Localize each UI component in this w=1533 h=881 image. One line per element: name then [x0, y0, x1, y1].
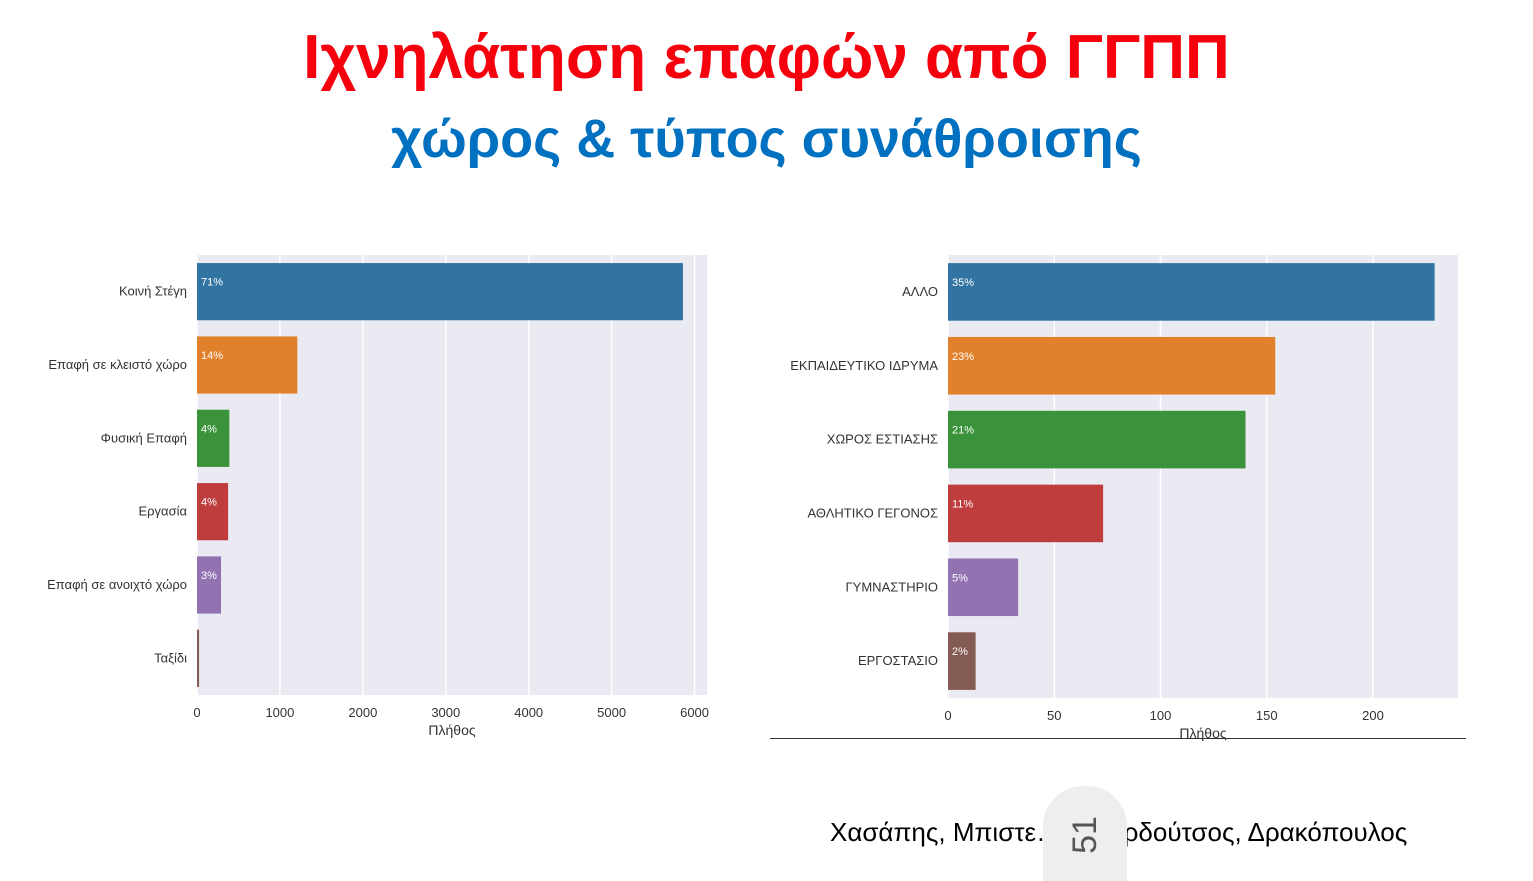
- x-tick-label: 2000: [348, 705, 377, 720]
- category-label: Εργασία: [138, 504, 187, 519]
- bar-2: [197, 336, 298, 394]
- percent-label: 5%: [952, 572, 968, 584]
- x-tick-label: 3000: [431, 705, 460, 720]
- bar-6: [948, 632, 976, 690]
- percent-label: 21%: [952, 425, 974, 437]
- bar-6: [197, 629, 200, 687]
- x-tick-label: 100: [1150, 708, 1172, 723]
- percent-label: 14%: [201, 350, 223, 362]
- category-label: Επαφή σε κλειστό χώρο: [48, 357, 187, 372]
- x-tick-label: 50: [1047, 708, 1061, 723]
- percent-label: 71%: [201, 277, 223, 289]
- x-axis-title: Πλήθος: [1179, 725, 1226, 741]
- category-label: ΑΛΛΟ: [902, 284, 938, 299]
- x-tick-label: 150: [1256, 708, 1278, 723]
- percent-label: 2%: [952, 646, 968, 658]
- bar-3: [948, 410, 1246, 469]
- plot-area: [948, 255, 1458, 698]
- gathering-type-bar-chart: ΑΛΛΟ 35% ΕΚΠΑΙΔΕΥΤΙΚΟ ΙΔΡΥΜΑ 23% ΧΩΡΟΣ ΕΣΤΙΑ…: [790, 255, 1458, 741]
- bar-5: [948, 558, 1019, 617]
- percent-label: 4%: [201, 497, 217, 509]
- bar-4: [197, 483, 229, 541]
- percent-label: 3%: [201, 570, 217, 582]
- x-tick-label: 1000: [265, 705, 294, 720]
- x-tick-label: 4000: [514, 705, 543, 720]
- category-label: Κοινή Στέγη: [119, 284, 187, 299]
- page-subtitle: χώρος & τύπος συνάθροισης: [391, 109, 1142, 169]
- percent-label: 11%: [952, 498, 973, 510]
- category-label: ΕΡΓΟΣΤΑΣΙΟ: [858, 653, 938, 668]
- contact-location-bar-chart: Κοινή Στέγη 71% Επαφή σε κλειστό χώρο 14% Φυ…: [47, 255, 709, 738]
- category-label: Φυσική Επαφή: [101, 430, 187, 445]
- x-tick-label: 0: [193, 705, 200, 720]
- category-label: ΓΥΜΝΑΣΤΗΡΙΟ: [846, 579, 938, 594]
- category-label: Επαφή σε ανοιχτό χώρο: [47, 577, 187, 592]
- bar-2: [948, 336, 1276, 395]
- x-tick-label: 5000: [597, 705, 626, 720]
- bar-3: [197, 409, 230, 467]
- bar-5: [197, 556, 222, 614]
- category-label: ΧΩΡΟΣ ΕΣΤΙΑΣΗΣ: [827, 432, 938, 447]
- x-axis-title: Πλήθος: [428, 722, 475, 738]
- plot-area: [197, 255, 707, 695]
- percent-label: 23%: [952, 351, 974, 363]
- bar-1: [197, 263, 683, 321]
- category-label: ΕΚΠΑΙΔΕΥΤΙΚΟ ΙΔΡΥΜΑ: [790, 358, 938, 373]
- percent-label: 4%: [201, 423, 217, 435]
- category-label: Ταξίδι: [154, 650, 187, 665]
- divider-line: [770, 738, 1466, 739]
- bar-4: [948, 484, 1104, 543]
- x-tick-label: 200: [1362, 708, 1384, 723]
- page-title: Ιχνηλάτηση επαφών από ΓΓΠΠ: [303, 23, 1230, 92]
- percent-label: 35%: [952, 277, 974, 289]
- category-label: ΑΘΛΗΤΙΚΟ ΓΕΓΟΝΟΣ: [807, 505, 938, 520]
- x-tick-label: 6000: [680, 705, 709, 720]
- page-number: 51: [1066, 816, 1104, 854]
- bar-1: [948, 263, 1435, 321]
- page-number-tab: [1043, 786, 1127, 881]
- x-tick-label: 0: [944, 708, 951, 723]
